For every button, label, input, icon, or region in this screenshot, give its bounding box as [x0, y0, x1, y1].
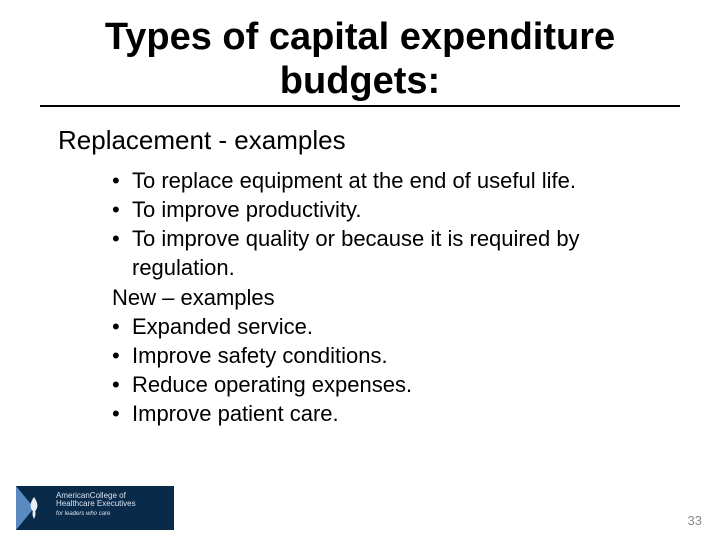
bullet-icon: • — [112, 224, 132, 253]
slide-content: • To replace equipment at the end of use… — [112, 166, 680, 427]
logo-text: AmericanCollege of Healthcare Executives… — [52, 486, 174, 530]
bullet-icon: • — [112, 166, 132, 195]
list-item: • Reduce operating expenses. — [112, 370, 680, 399]
list-item-text: To replace equipment at the end of usefu… — [132, 166, 680, 195]
list-item-text: Improve patient care. — [132, 399, 680, 428]
logo-tagline: for leaders who care — [56, 511, 170, 517]
list-item-text: Improve safety conditions. — [132, 341, 680, 370]
list-item: • Improve safety conditions. — [112, 341, 680, 370]
slide-title: Types of capital expenditure budgets: — [40, 16, 680, 107]
list-item: • To improve productivity. — [112, 195, 680, 224]
flame-icon — [16, 486, 52, 530]
list-item-text: To improve productivity. — [132, 195, 680, 224]
bullet-icon: • — [112, 195, 132, 224]
slide: Types of capital expenditure budgets: Re… — [0, 0, 720, 540]
list-item: • Improve patient care. — [112, 399, 680, 428]
bullet-icon: • — [112, 399, 132, 428]
slide-subtitle: Replacement - examples — [58, 125, 680, 156]
page-number: 33 — [688, 513, 702, 528]
list-item: • To replace equipment at the end of use… — [112, 166, 680, 195]
org-logo: AmericanCollege of Healthcare Executives… — [16, 486, 174, 530]
list-item-text: To improve quality or because it is requ… — [132, 224, 680, 282]
list-item: • Expanded service. — [112, 312, 680, 341]
list-item-text: New – examples — [112, 283, 680, 312]
list-item-text: Reduce operating expenses. — [132, 370, 680, 399]
list-item-text: Expanded service. — [132, 312, 680, 341]
list-item: New – examples — [112, 283, 680, 312]
logo-line2: Healthcare Executives — [56, 500, 170, 508]
bullet-icon: • — [112, 341, 132, 370]
list-item: • To improve quality or because it is re… — [112, 224, 680, 282]
bullet-icon: • — [112, 370, 132, 399]
bullet-icon: • — [112, 312, 132, 341]
